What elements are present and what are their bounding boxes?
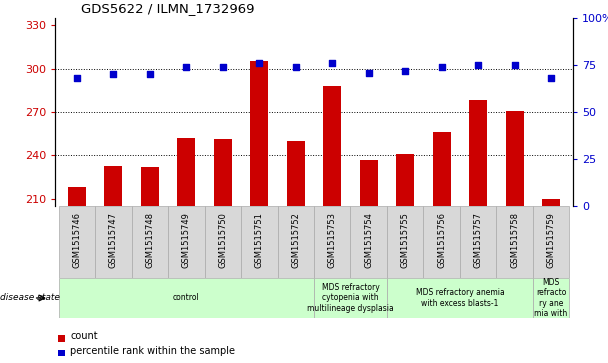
Text: GSM1515758: GSM1515758	[510, 212, 519, 268]
Text: GSM1515746: GSM1515746	[72, 212, 81, 268]
Point	[473, 62, 483, 68]
Text: GSM1515748: GSM1515748	[145, 212, 154, 268]
Point	[546, 75, 556, 81]
Bar	[58, 206, 95, 278]
Bar	[168, 206, 204, 278]
Bar	[58, 350, 65, 356]
Text: GSM1515753: GSM1515753	[328, 212, 337, 268]
Bar	[460, 206, 496, 278]
Bar	[323, 86, 341, 206]
Bar	[177, 138, 195, 206]
Bar	[140, 167, 159, 206]
Text: GSM1515756: GSM1515756	[437, 212, 446, 268]
Bar	[533, 278, 569, 318]
Bar	[314, 278, 387, 318]
Point	[72, 75, 81, 81]
Text: MDS
refracto
ry ane
mia with: MDS refracto ry ane mia with	[534, 278, 568, 318]
Point	[218, 64, 227, 70]
Point	[364, 70, 373, 76]
Text: count: count	[70, 331, 98, 341]
Bar	[496, 206, 533, 278]
Text: MDS refractory anemia
with excess blasts-1: MDS refractory anemia with excess blasts…	[415, 288, 504, 308]
Bar	[241, 206, 277, 278]
Bar	[387, 278, 533, 318]
Bar	[204, 206, 241, 278]
Text: GSM1515751: GSM1515751	[255, 212, 264, 268]
Bar	[314, 206, 350, 278]
Bar	[359, 160, 378, 206]
Bar	[277, 206, 314, 278]
Point	[327, 60, 337, 66]
Point	[400, 68, 410, 74]
Point	[437, 64, 446, 70]
Text: disease state: disease state	[0, 294, 60, 302]
Text: GSM1515750: GSM1515750	[218, 212, 227, 268]
Bar	[423, 206, 460, 278]
Point	[254, 60, 264, 66]
Bar	[286, 141, 305, 206]
Bar	[505, 111, 523, 206]
Bar	[213, 139, 232, 206]
Bar	[533, 206, 569, 278]
Point	[510, 62, 519, 68]
Bar	[250, 61, 268, 206]
Bar	[350, 206, 387, 278]
Bar	[387, 206, 423, 278]
Bar	[67, 187, 86, 206]
Text: GSM1515754: GSM1515754	[364, 212, 373, 268]
Text: MDS refractory
cytopenia with
multilineage dysplasia: MDS refractory cytopenia with multilinea…	[307, 283, 394, 313]
Text: GSM1515752: GSM1515752	[291, 212, 300, 268]
Text: GSM1515747: GSM1515747	[109, 212, 118, 268]
Bar	[104, 166, 122, 206]
Bar	[58, 278, 314, 318]
Text: GSM1515749: GSM1515749	[182, 212, 191, 268]
Text: GSM1515759: GSM1515759	[547, 212, 556, 268]
Text: control: control	[173, 294, 199, 302]
Text: GDS5622 / ILMN_1732969: GDS5622 / ILMN_1732969	[81, 3, 254, 16]
Bar	[432, 132, 451, 206]
Bar	[131, 206, 168, 278]
Text: percentile rank within the sample: percentile rank within the sample	[70, 346, 235, 356]
Bar	[95, 206, 131, 278]
Point	[145, 72, 154, 77]
Point	[108, 72, 118, 77]
Bar	[542, 199, 560, 206]
Text: GSM1515757: GSM1515757	[474, 212, 483, 268]
Text: GSM1515755: GSM1515755	[401, 212, 410, 268]
Point	[291, 64, 300, 70]
Bar	[396, 154, 414, 206]
Bar	[469, 101, 487, 206]
Bar	[58, 335, 65, 342]
Point	[181, 64, 191, 70]
